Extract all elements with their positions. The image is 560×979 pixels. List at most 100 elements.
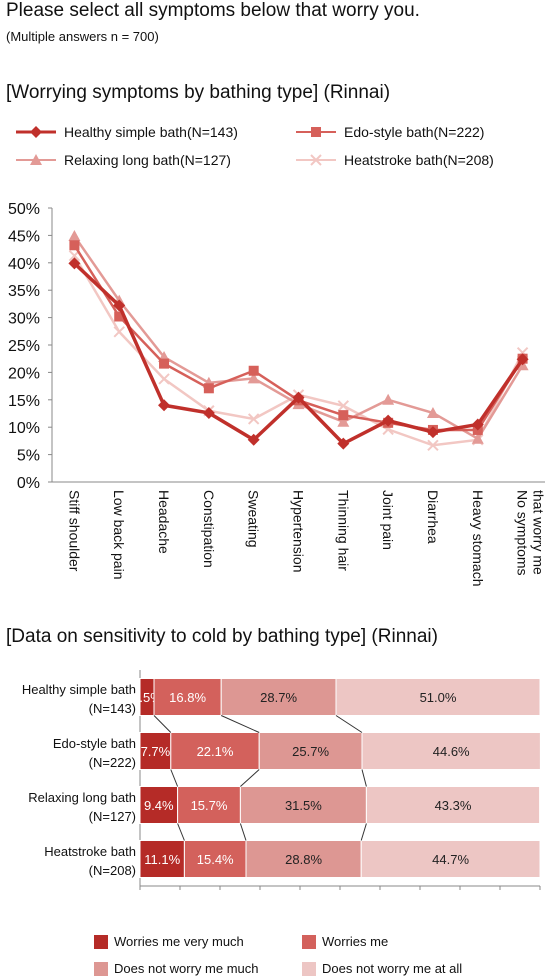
- bar-segment: [361, 732, 541, 770]
- data-point: [68, 257, 81, 270]
- data-point: [247, 433, 260, 446]
- data-label: 7.7%: [141, 744, 171, 759]
- category-label: (N=222): [89, 755, 136, 770]
- data-point: [113, 326, 125, 338]
- x-tick-label: Constipation: [201, 490, 217, 568]
- data-point: [114, 311, 125, 322]
- legend-item-worries-me-very-much: Worries me very much: [94, 934, 244, 949]
- x-tick-label: that worry me: [531, 490, 547, 575]
- bar-segment: [170, 732, 260, 770]
- x-tick-label: Joint pain: [380, 490, 396, 550]
- data-point: [426, 406, 439, 418]
- bar-segment: [239, 786, 367, 824]
- legend-item-does-not-worry-me-much: Does not worry me much: [94, 961, 259, 976]
- data-point: [338, 410, 349, 421]
- y-tick-label: 20%: [8, 365, 40, 382]
- series-connector-line: [239, 823, 247, 841]
- x-tick-label: Headache: [156, 490, 172, 554]
- data-point: [337, 400, 350, 412]
- x-tick-label: Thinning hair: [335, 490, 351, 571]
- bar-segment: [153, 678, 222, 716]
- x-tick-label: Heavy stomach: [470, 490, 486, 586]
- data-point: [202, 406, 215, 419]
- bar-segment: [335, 678, 541, 716]
- legend-label: Edo-style bath(N=222): [344, 124, 485, 140]
- bar-segment: [258, 732, 363, 770]
- series-connector-line: [240, 769, 260, 787]
- data-point: [158, 399, 171, 412]
- category-label: Healthy simple bath: [22, 682, 136, 697]
- data-point: [516, 353, 529, 366]
- legend-swatch: [302, 934, 316, 949]
- data-point: [337, 437, 350, 450]
- bar-segment: [177, 786, 241, 824]
- data-point: [158, 373, 170, 385]
- data-point: [426, 426, 439, 439]
- series-connector-line: [220, 715, 260, 733]
- bar-segment: [360, 840, 541, 878]
- data-label: 22.1%: [197, 744, 234, 759]
- page-title: Please select all symptoms below that wo…: [6, 0, 420, 21]
- page-subtitle: (Multiple answers n = 700): [6, 29, 159, 44]
- bar-segment: [139, 786, 179, 824]
- y-tick-label: 45%: [8, 228, 40, 245]
- series-line: [73, 255, 524, 447]
- legend-swatch: [94, 961, 108, 976]
- line-chart-title: [Worrying symptoms by bathing type] (Rin…: [6, 82, 391, 103]
- data-label: 28.7%: [260, 690, 297, 705]
- data-point: [68, 229, 81, 241]
- data-label: 51.0%: [420, 690, 457, 705]
- data-point: [247, 372, 260, 384]
- legend-label: Does not worry me at all: [322, 961, 463, 976]
- category-label: (N=127): [89, 809, 136, 824]
- data-label: 11.1%: [144, 852, 180, 867]
- category-label: (N=208): [89, 863, 136, 878]
- legend-item-worries-me: Worries me: [302, 934, 388, 949]
- data-label: 44.7%: [432, 852, 469, 867]
- x-tick-label: Diarrhea: [425, 490, 441, 544]
- legend-item-healthy-simple-bath: Healthy simple bath(N=143): [16, 124, 238, 140]
- legend-marker-x-icon: [296, 154, 336, 166]
- legend-marker-square-icon: [296, 127, 336, 137]
- legend-label: Relaxing long bath(N=127): [64, 152, 231, 168]
- y-tick-label: 10%: [8, 420, 40, 437]
- x-tick-label: Hypertension: [291, 490, 307, 573]
- legend-label: Does not worry me much: [114, 961, 259, 976]
- data-point: [69, 240, 80, 251]
- bar-segment: [139, 732, 172, 770]
- y-tick-label: 40%: [8, 256, 40, 273]
- legend-marker-diamond-icon: [16, 126, 56, 138]
- series-connector-line: [177, 823, 185, 841]
- series-line: [73, 262, 525, 446]
- data-label: 31.5%: [285, 798, 322, 813]
- legend-label: Worries me very much: [114, 934, 244, 949]
- data-label: 28.8%: [285, 852, 322, 867]
- data-point: [248, 365, 259, 376]
- x-tick-label: No symptoms: [515, 490, 531, 576]
- legend-label: Worries me: [322, 934, 389, 949]
- data-point: [113, 299, 126, 312]
- data-point: [382, 393, 395, 405]
- y-tick-label: 0%: [17, 475, 40, 492]
- bar-segment: [220, 678, 337, 716]
- series-connector-line: [360, 823, 367, 841]
- data-point: [471, 418, 484, 431]
- legend-marker-triangle-icon: [16, 154, 56, 165]
- data-point: [427, 439, 439, 451]
- data-label: 44.6%: [433, 744, 470, 759]
- stacked-bar-chart: 0%10%20%30%40%50%60%70%80%90%100%Healthy…: [22, 670, 541, 890]
- data-point: [292, 391, 305, 404]
- y-tick-label: 35%: [8, 283, 40, 300]
- x-tick-label: Stiff shoulder: [66, 490, 82, 572]
- category-label: Relaxing long bath: [28, 790, 136, 805]
- x-tick-label: Sweating: [246, 490, 262, 548]
- y-tick-label: 30%: [8, 311, 40, 328]
- data-label: 15.7%: [191, 798, 228, 813]
- data-point: [203, 383, 214, 394]
- data-point: [337, 415, 350, 427]
- data-label: 43.3%: [435, 798, 472, 813]
- series-connector-line: [335, 715, 363, 733]
- x-tick-label: Low back pain: [111, 490, 127, 580]
- y-tick-label: 5%: [17, 448, 40, 465]
- y-tick-label: 50%: [8, 201, 40, 218]
